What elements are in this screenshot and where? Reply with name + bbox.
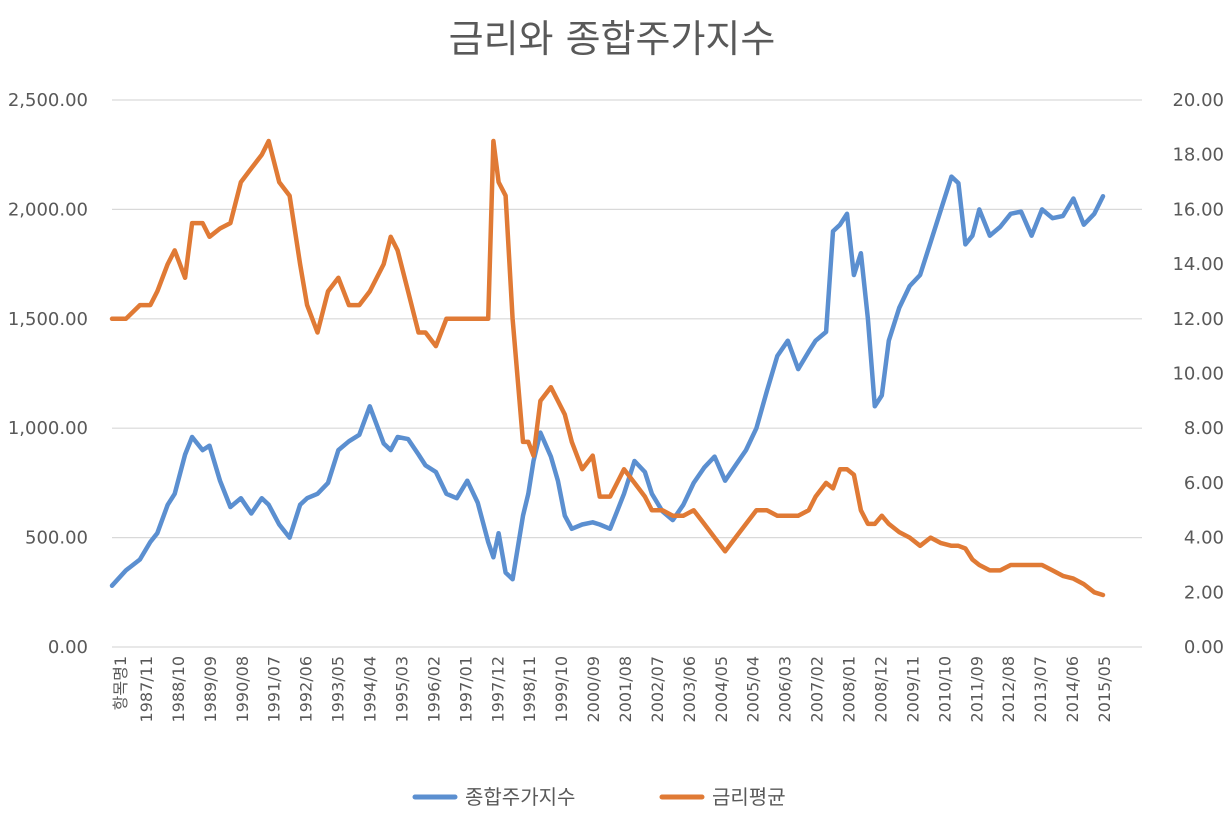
x-tick-label: 1993/05 bbox=[329, 656, 348, 722]
x-tick-label: 1991/07 bbox=[265, 656, 284, 722]
x-tick-label: 1998/11 bbox=[520, 656, 539, 722]
x-tick-label: 1997/01 bbox=[456, 656, 475, 722]
x-tick-label: 2008/12 bbox=[871, 656, 890, 722]
x-tick-label: 1996/02 bbox=[424, 656, 443, 722]
y-left-tick-label: 1,500.00 bbox=[8, 309, 88, 330]
y-axis-left: 0.00 500.00 1,000.00 1,500.00 2,000.00 2,500.… bbox=[8, 90, 88, 658]
gridlines bbox=[112, 99, 1142, 648]
plot-area bbox=[109, 138, 1106, 598]
y-left-tick-label: 0.00 bbox=[48, 637, 88, 658]
y-left-tick-label: 2,000.00 bbox=[8, 199, 88, 220]
series-line-interest-rate bbox=[109, 138, 1106, 598]
x-tick-label: 1987/11 bbox=[137, 656, 156, 722]
y-right-tick-label: 6.00 bbox=[1184, 473, 1224, 494]
legend: 종합주가지수 금리평균 bbox=[412, 785, 786, 809]
series-line-kospi bbox=[109, 174, 1106, 588]
x-axis: 항목명1 1987/11 1988/10 1989/09 1990/08 1991/07 1… bbox=[111, 656, 1114, 722]
chart-title: 금리와 종합주가지수 bbox=[449, 17, 776, 61]
y-left-tick-label: 500.00 bbox=[25, 528, 88, 549]
y-right-tick-label: 0.00 bbox=[1184, 637, 1224, 658]
x-tick-label: 1989/09 bbox=[201, 656, 220, 722]
x-tick-label: 1994/04 bbox=[361, 656, 380, 722]
legend-label-kospi: 종합주가지수 bbox=[465, 785, 575, 809]
x-tick-label: 2005/04 bbox=[744, 656, 763, 722]
y-right-tick-label: 16.00 bbox=[1172, 199, 1224, 220]
x-tick-label: 2015/05 bbox=[1095, 656, 1114, 722]
y-right-tick-label: 4.00 bbox=[1184, 528, 1224, 549]
x-tick-label: 1997/12 bbox=[488, 656, 507, 722]
x-tick-label: 2012/08 bbox=[999, 656, 1018, 722]
x-tick-label: 2007/02 bbox=[808, 656, 827, 722]
y-left-tick-label: 1,000.00 bbox=[8, 418, 88, 439]
x-tick-label: 2006/03 bbox=[776, 656, 795, 722]
x-tick-label: 항목명1 bbox=[111, 656, 130, 710]
x-tick-label: 1999/10 bbox=[552, 656, 571, 722]
x-tick-label: 2002/07 bbox=[648, 656, 667, 722]
x-tick-label: 2004/05 bbox=[712, 656, 731, 722]
legend-label-interest: 금리평균 bbox=[712, 785, 786, 809]
x-tick-label: 2010/10 bbox=[935, 656, 954, 722]
x-tick-label: 2003/06 bbox=[680, 656, 699, 722]
x-tick-label: 1992/06 bbox=[297, 656, 316, 722]
x-tick-label: 1990/08 bbox=[233, 656, 252, 722]
x-tick-label: 2009/11 bbox=[903, 656, 922, 722]
y-axis-right: 0.00 2.00 4.00 6.00 8.00 10.00 12.00 14.00 16.00… bbox=[1172, 90, 1224, 658]
y-right-tick-label: 12.00 bbox=[1172, 309, 1224, 330]
x-tick-label: 1988/10 bbox=[169, 656, 188, 722]
y-right-tick-label: 2.00 bbox=[1184, 582, 1224, 603]
x-tick-label: 2001/08 bbox=[616, 656, 635, 722]
x-tick-label: 2008/01 bbox=[840, 656, 859, 722]
x-tick-label: 1995/03 bbox=[392, 656, 411, 722]
y-right-tick-label: 20.00 bbox=[1172, 90, 1224, 111]
y-right-tick-label: 14.00 bbox=[1172, 254, 1224, 275]
x-tick-label: 2011/09 bbox=[967, 656, 986, 722]
y-right-tick-label: 18.00 bbox=[1172, 145, 1224, 166]
x-tick-label: 2013/07 bbox=[1031, 656, 1050, 722]
x-tick-label: 2014/06 bbox=[1063, 656, 1082, 722]
y-right-tick-label: 10.00 bbox=[1172, 364, 1224, 385]
y-right-tick-label: 8.00 bbox=[1184, 418, 1224, 439]
x-tick-label: 2000/09 bbox=[584, 656, 603, 722]
y-left-tick-label: 2,500.00 bbox=[8, 90, 88, 111]
